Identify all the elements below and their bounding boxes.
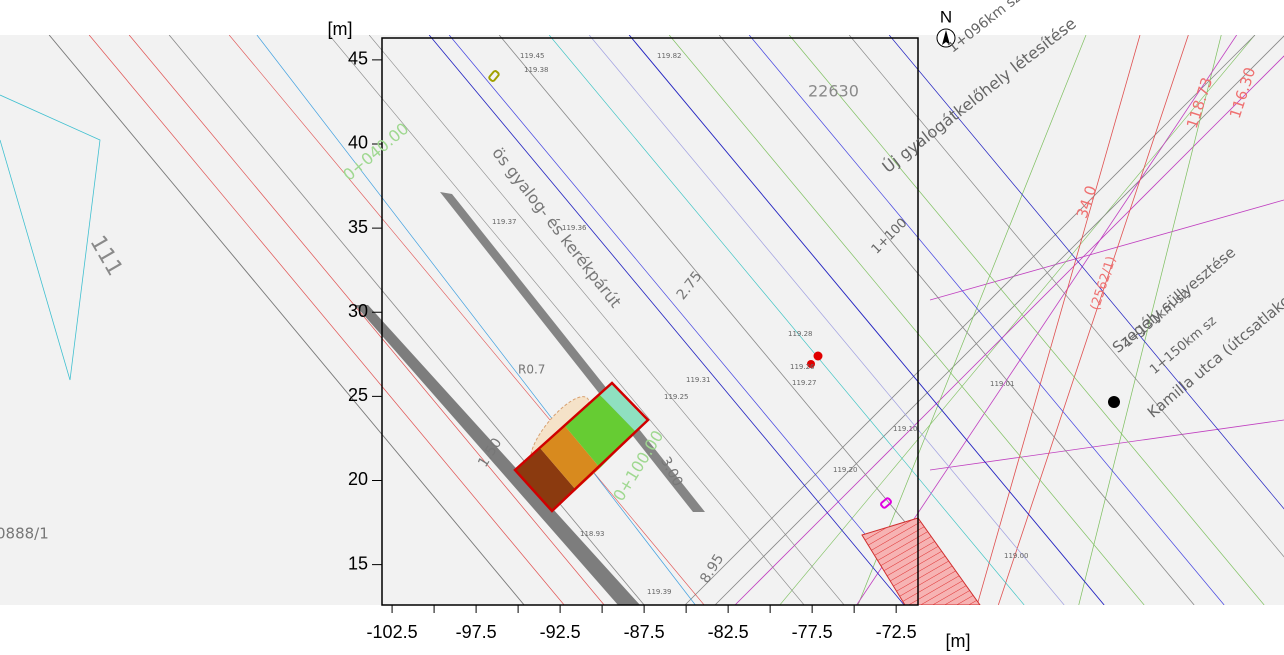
north-arrow-needle	[942, 30, 950, 45]
y-tick-label: 35	[348, 217, 368, 237]
map-line	[168, 35, 645, 605]
map-line	[448, 35, 925, 605]
point	[813, 351, 823, 361]
marker	[880, 497, 892, 509]
map-label: 119.37	[492, 218, 517, 226]
map-line	[848, 35, 1284, 558]
map-label: 118.93	[580, 530, 605, 538]
x-tick-label: -97.5	[456, 622, 497, 642]
map-line	[718, 35, 1195, 605]
x-unit: [m]	[946, 631, 971, 651]
y-tick-label: 20	[348, 469, 368, 489]
map-label: R0.7	[518, 363, 545, 377]
map-line	[588, 35, 1065, 605]
map-line	[668, 35, 1145, 605]
marker	[488, 70, 500, 82]
parcel-line	[929, 199, 1284, 301]
map-label: 119.27	[792, 379, 817, 387]
map-line	[714, 35, 1284, 605]
map-line	[997, 35, 1189, 605]
map-label: 0888/1	[0, 525, 49, 543]
map-line	[857, 35, 1087, 605]
x-tick-label: -72.5	[876, 622, 917, 642]
zone	[540, 426, 600, 490]
map-background	[0, 35, 1284, 605]
map-line	[779, 35, 1256, 605]
map-line	[548, 35, 1025, 605]
x-tick-label: -102.5	[367, 622, 418, 642]
y-tick-label: 15	[348, 553, 368, 573]
map-label: 22630	[808, 82, 859, 101]
y-unit: [m]	[328, 19, 353, 39]
map-label: 119.39	[647, 588, 672, 596]
y-tick-label: 40	[348, 133, 368, 153]
map-label: 119.82	[657, 52, 682, 60]
point	[1108, 396, 1120, 408]
map-line	[856, 35, 1237, 605]
map-line	[1078, 35, 1222, 605]
map-line	[256, 35, 696, 605]
map-line	[428, 35, 905, 605]
map-line	[328, 35, 805, 605]
map-line	[684, 35, 1256, 605]
map-line	[498, 35, 975, 605]
map-label: 119.25	[664, 393, 689, 401]
map-label: 119.28	[788, 330, 813, 338]
x-tick-label: -77.5	[792, 622, 833, 642]
map-line	[88, 35, 565, 605]
map-label: 119.45	[520, 52, 545, 60]
hatched-area	[861, 517, 981, 605]
x-tick-label: -92.5	[540, 622, 581, 642]
north-label: N	[940, 7, 952, 26]
parcel-line	[0, 94, 101, 381]
map-label: 119.10	[893, 425, 918, 433]
map-label: 119.36	[562, 224, 587, 232]
map-label: 119.20	[833, 466, 858, 474]
map-line	[368, 35, 845, 605]
map-line	[128, 35, 605, 605]
zone	[515, 448, 576, 511]
sidewalk-edge	[440, 192, 705, 512]
map-label: 119.00	[1004, 552, 1029, 560]
map-line	[888, 35, 1284, 510]
map-line	[228, 35, 705, 605]
parcel-line	[929, 419, 1284, 471]
x-tick-label: -87.5	[624, 622, 665, 642]
crossing-area	[513, 381, 650, 513]
map-label: 119.26	[790, 363, 815, 371]
map-label: 119.01	[990, 380, 1015, 388]
sidewalk-edge	[355, 305, 640, 605]
map-label: 119.38	[524, 66, 549, 74]
map-label: 119.31	[686, 376, 711, 384]
zone	[600, 383, 648, 432]
map-line	[976, 35, 1141, 605]
map-layer	[0, 35, 1284, 605]
map-line	[748, 35, 1225, 605]
y-tick-label: 30	[348, 301, 368, 321]
map-line	[734, 55, 1284, 605]
y-tick-label: 25	[348, 385, 368, 405]
map-line	[628, 35, 1105, 605]
map-line	[788, 35, 1265, 605]
x-tick-label: -82.5	[708, 622, 749, 642]
y-tick-label: 45	[348, 49, 368, 69]
point	[807, 360, 815, 368]
map-line	[48, 35, 525, 605]
frame	[381, 37, 919, 606]
